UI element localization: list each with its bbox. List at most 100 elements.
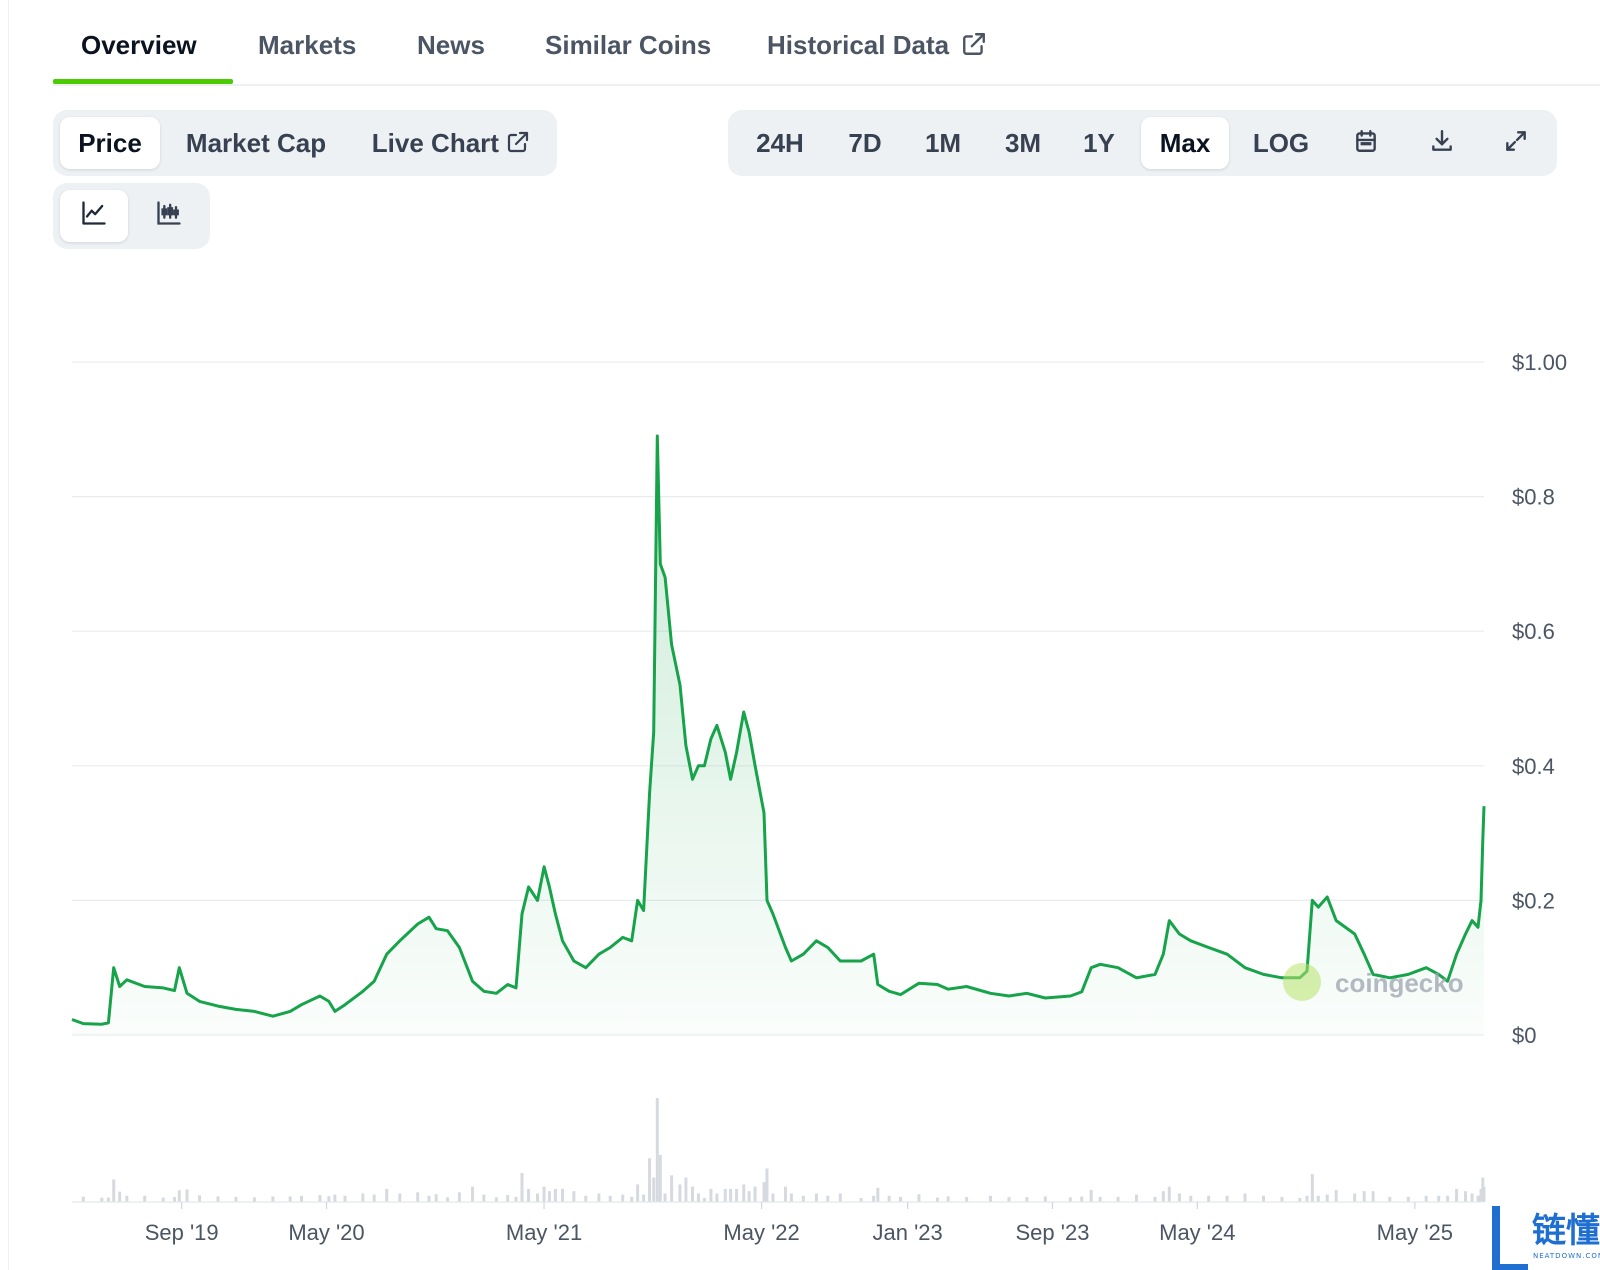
corner-logo: 链懂 NEATDOWN.COM — [1492, 1206, 1600, 1270]
volume-bar — [814, 1193, 818, 1202]
volume-bar — [1446, 1195, 1450, 1202]
calendar-button[interactable] — [1338, 117, 1394, 169]
download-icon — [1429, 119, 1455, 171]
volume-bar — [946, 1196, 950, 1202]
volume-bar — [536, 1193, 540, 1202]
watermark-text: coingecko — [1335, 968, 1464, 998]
market-cap-tab-label: Market Cap — [185, 128, 327, 158]
volume-bar — [1334, 1190, 1338, 1202]
y-tick-label: $0.8 — [1512, 485, 1555, 510]
volume-bar — [1161, 1191, 1165, 1202]
volume-bar — [729, 1188, 733, 1202]
volume-bar — [318, 1195, 322, 1202]
volume-bar — [1116, 1196, 1120, 1202]
volume-bar — [648, 1158, 652, 1202]
volume-bar — [1388, 1196, 1392, 1202]
coingecko-watermark: coingecko — [1283, 963, 1464, 1001]
volume-bar — [81, 1196, 85, 1202]
volume-bar — [372, 1194, 376, 1202]
log-scale-label: LOG — [1252, 128, 1310, 158]
volume-bar — [762, 1182, 766, 1202]
range-7d-label: 7D — [848, 128, 882, 158]
volume-bar — [100, 1197, 104, 1202]
volume-bar — [125, 1195, 129, 1202]
volume-bar — [1280, 1196, 1284, 1202]
range-24h[interactable]: 24H — [742, 117, 818, 169]
volume-bar — [1316, 1195, 1320, 1202]
candlestick-view-button[interactable] — [135, 190, 203, 242]
volume-bar — [684, 1177, 688, 1202]
volume-bar — [965, 1197, 969, 1202]
volume-bar — [709, 1188, 713, 1202]
corner-logo-subtext: NEATDOWN.COM — [1533, 1252, 1600, 1260]
range-selector: 24H 7D 1M 3M 1Y Max LOG — [728, 110, 1557, 176]
tab-overview[interactable]: Overview — [81, 30, 197, 61]
volume-bar — [898, 1196, 902, 1202]
line-view-button[interactable] — [60, 190, 128, 242]
range-7d[interactable]: 7D — [832, 117, 898, 169]
line-chart-icon — [80, 192, 108, 244]
volume-bar — [1310, 1174, 1314, 1202]
range-3m-label: 3M — [1004, 128, 1042, 158]
tab-similar-coins-label: Similar Coins — [545, 30, 712, 60]
volume-bar — [514, 1196, 518, 1202]
volume-bar — [876, 1187, 880, 1202]
x-tick-label: Sep '23 — [1016, 1220, 1090, 1245]
x-tick-label: May '22 — [723, 1220, 799, 1245]
price-series-line — [71, 434, 1486, 1026]
volume-bar — [783, 1186, 787, 1202]
volume-bar — [801, 1195, 805, 1202]
volume-bar — [838, 1193, 842, 1202]
corner-logo-text: 链懂 — [1532, 1211, 1600, 1251]
volume-bar — [482, 1194, 486, 1202]
volume-bar — [608, 1195, 612, 1202]
range-max[interactable]: Max — [1141, 117, 1229, 169]
volume-bar — [1424, 1195, 1428, 1202]
volume-bar — [1464, 1191, 1468, 1202]
y-tick-label: $0.6 — [1512, 619, 1555, 644]
tab-historical-data[interactable]: Historical Data — [767, 30, 987, 64]
tab-news[interactable]: News — [417, 30, 485, 61]
volume-bar — [1243, 1193, 1247, 1202]
log-scale-toggle[interactable]: LOG — [1242, 117, 1320, 169]
volume-bar — [1080, 1196, 1084, 1202]
expand-icon — [1503, 119, 1529, 171]
fullscreen-button[interactable] — [1488, 117, 1544, 169]
range-1m[interactable]: 1M — [910, 117, 976, 169]
range-1y[interactable]: 1Y — [1070, 117, 1128, 169]
download-button[interactable] — [1414, 117, 1470, 169]
live-chart-tab[interactable]: Live Chart — [358, 117, 544, 169]
price-tab-label: Price — [78, 128, 142, 158]
volume-bar — [670, 1175, 674, 1202]
volume-bar — [1325, 1194, 1329, 1202]
volume-bar — [434, 1194, 438, 1202]
tab-markets-label: Markets — [258, 30, 357, 60]
volume-bar — [1089, 1189, 1093, 1202]
volume-bar — [547, 1191, 551, 1202]
range-3m[interactable]: 3M — [988, 117, 1058, 169]
volume-bar — [361, 1193, 365, 1202]
volume-bar — [416, 1192, 420, 1202]
candlestick-chart-icon — [155, 192, 183, 244]
volume-bar — [527, 1188, 531, 1202]
volume-bar — [1177, 1193, 1181, 1202]
chart-style-toggle — [53, 183, 210, 249]
y-tick-label: $0.4 — [1512, 754, 1555, 779]
volume-bar — [1470, 1193, 1474, 1202]
tab-news-label: News — [417, 30, 485, 60]
volume-bar — [1479, 1188, 1483, 1202]
range-24h-label: 24H — [756, 128, 804, 158]
market-cap-tab[interactable]: Market Cap — [176, 117, 336, 169]
volume-bar — [1371, 1191, 1375, 1202]
volume-bar — [112, 1179, 116, 1202]
volume-bar — [1189, 1195, 1193, 1202]
tab-markets[interactable]: Markets — [258, 30, 356, 61]
tab-similar-coins[interactable]: Similar Coins — [545, 30, 711, 61]
volume-bar — [753, 1186, 757, 1202]
volume-bar — [1068, 1197, 1072, 1202]
volume-bar — [1305, 1195, 1309, 1202]
price-tab[interactable]: Price — [60, 117, 160, 169]
volume-bar — [789, 1193, 793, 1202]
volume-bar — [859, 1198, 863, 1202]
